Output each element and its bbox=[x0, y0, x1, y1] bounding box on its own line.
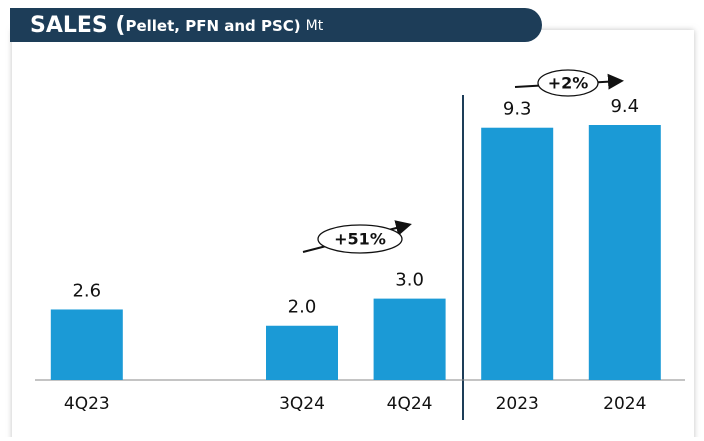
annotation-bubble bbox=[317, 224, 403, 254]
value-label: 3.0 bbox=[395, 270, 424, 291]
chart-title: SALES (Pellet, PFN and PSC) Mt bbox=[30, 13, 324, 38]
annotation-bubble bbox=[537, 69, 599, 97]
annotation: +2% bbox=[548, 74, 589, 93]
bar bbox=[50, 309, 123, 380]
title-banner bbox=[10, 8, 542, 42]
bar bbox=[373, 298, 446, 380]
bar bbox=[266, 325, 338, 380]
x-tick-label: 4Q23 bbox=[64, 394, 110, 414]
annotation: +51% bbox=[334, 230, 386, 249]
x-tick-label: 2024 bbox=[603, 394, 646, 414]
x-tick-label: 2023 bbox=[496, 394, 539, 414]
bar bbox=[588, 125, 661, 380]
x-tick-label: 4Q24 bbox=[387, 394, 433, 414]
x-tick-label: 3Q24 bbox=[279, 394, 325, 414]
value-label: 2.0 bbox=[288, 297, 317, 318]
value-label: 9.4 bbox=[610, 96, 639, 117]
value-label: 9.3 bbox=[503, 99, 532, 120]
value-label: 2.6 bbox=[72, 280, 101, 301]
bar bbox=[481, 127, 554, 380]
